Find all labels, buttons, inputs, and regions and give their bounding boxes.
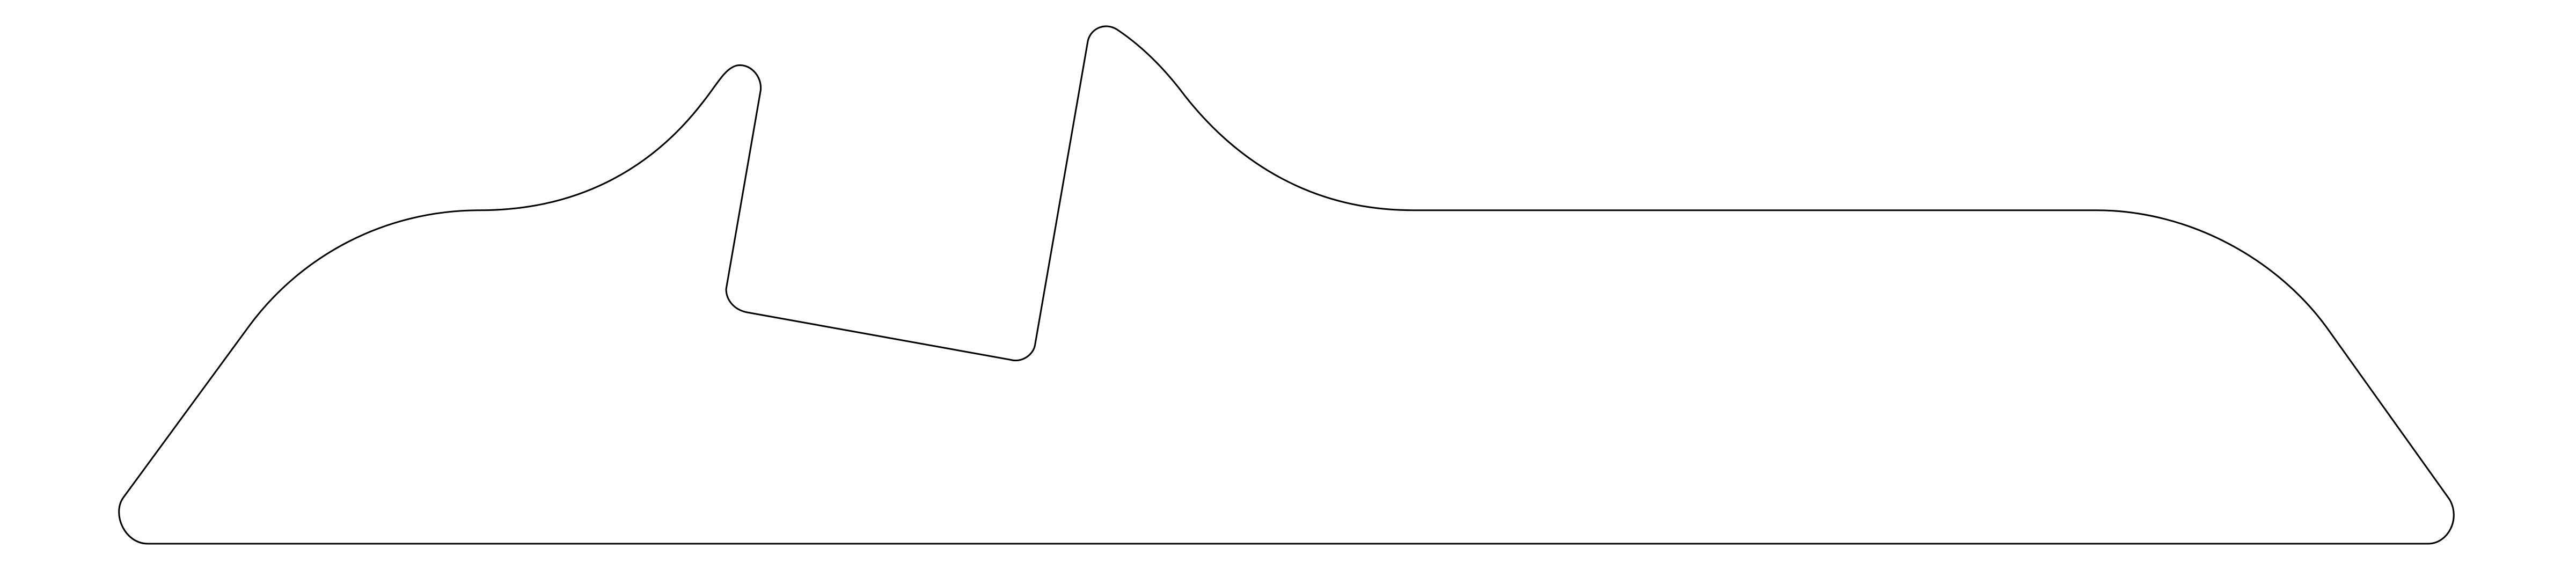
drawing-background (0, 0, 2576, 570)
drawing-canvas (0, 0, 2576, 570)
